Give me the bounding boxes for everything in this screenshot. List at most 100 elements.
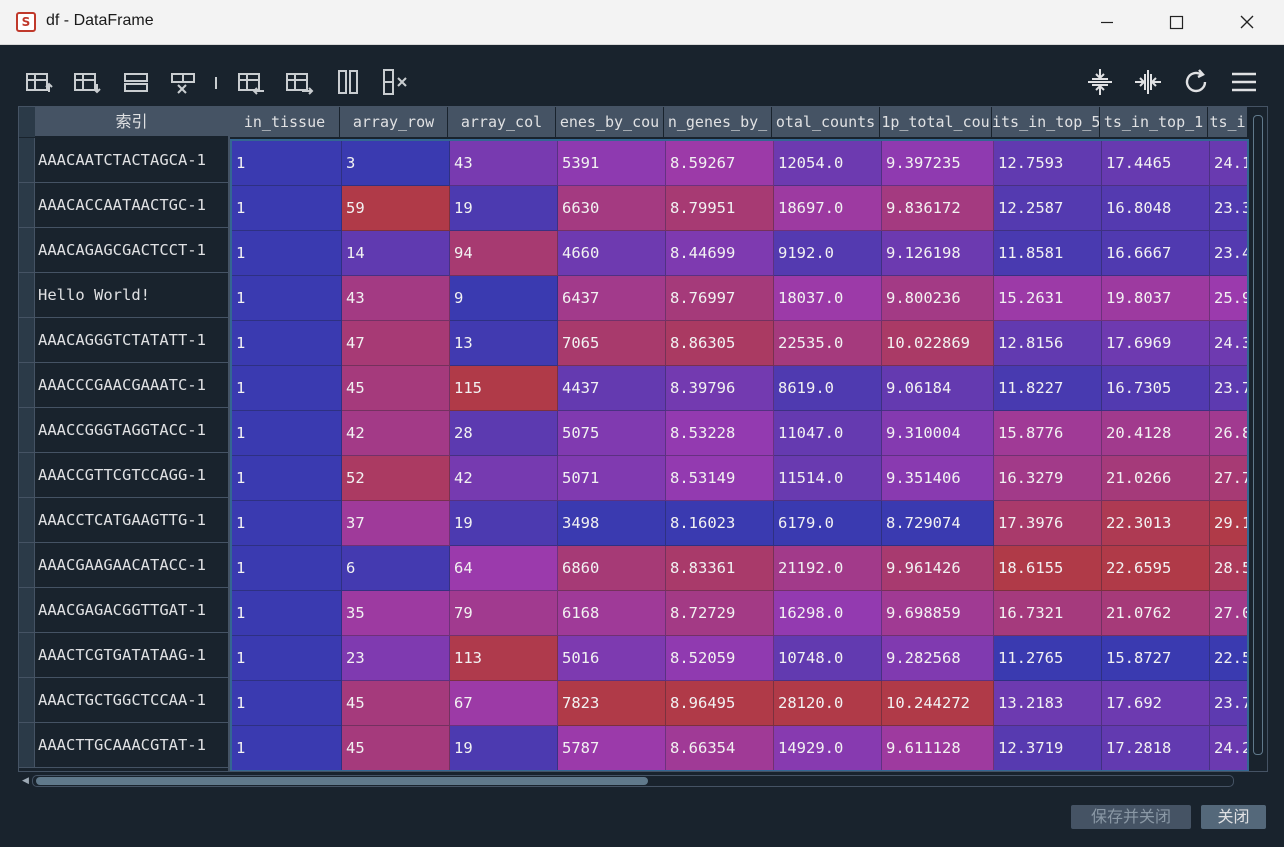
- table-cell[interactable]: 1: [232, 276, 342, 321]
- table-cell[interactable]: 8.16023: [666, 501, 774, 546]
- index-row[interactable]: AAACCGGGTAGGTACC-1: [19, 408, 228, 453]
- table-cell[interactable]: 47: [342, 321, 450, 366]
- table-cell[interactable]: 27.0: [1210, 591, 1247, 636]
- table-cell[interactable]: 45: [342, 726, 450, 770]
- column-header[interactable]: in_tissue: [230, 107, 340, 137]
- table-cell[interactable]: 6860: [558, 546, 666, 591]
- table-cell[interactable]: 113: [450, 636, 558, 681]
- table-cell[interactable]: 8.53228: [666, 411, 774, 456]
- table-cell[interactable]: 1: [232, 546, 342, 591]
- delete-row-icon[interactable]: [168, 66, 200, 98]
- table-cell[interactable]: 11.8227: [994, 366, 1102, 411]
- table-cell[interactable]: 12.3719: [994, 726, 1102, 770]
- table-cell[interactable]: 6437: [558, 276, 666, 321]
- index-row[interactable]: AAACTCGTGATATAAG-1: [19, 633, 228, 678]
- table-cell[interactable]: 9.351406: [882, 456, 994, 501]
- index-row[interactable]: AAACTTGCAAACGTAT-1: [19, 723, 228, 768]
- table-cell[interactable]: 8.53149: [666, 456, 774, 501]
- table-cell[interactable]: 24.3: [1210, 321, 1247, 366]
- table-cell[interactable]: 1: [232, 231, 342, 276]
- table-cell[interactable]: 9.836172: [882, 186, 994, 231]
- index-row[interactable]: AAACTGCTGGCTCCAA-1: [19, 678, 228, 723]
- table-cell[interactable]: 35: [342, 591, 450, 636]
- table-cell[interactable]: 8.52059: [666, 636, 774, 681]
- column-header[interactable]: array_row: [340, 107, 448, 137]
- column-header[interactable]: otal_counts: [772, 107, 880, 137]
- horizontal-scrollbar[interactable]: ◀: [18, 772, 1268, 790]
- table-cell[interactable]: 19.8037: [1102, 276, 1210, 321]
- table-cell[interactable]: 10.244272: [882, 681, 994, 726]
- table-cell[interactable]: 9.282568: [882, 636, 994, 681]
- table-cell[interactable]: 25.9: [1210, 276, 1247, 321]
- index-row[interactable]: AAACACCAATAACTGC-1: [19, 183, 228, 228]
- index-row[interactable]: AAACAGAGCGACTCCT-1: [19, 228, 228, 273]
- table-cell[interactable]: 15.2631: [994, 276, 1102, 321]
- table-cell[interactable]: 17.2818: [1102, 726, 1210, 770]
- table-cell[interactable]: 1: [232, 681, 342, 726]
- table-cell[interactable]: 23.7: [1210, 681, 1247, 726]
- index-row[interactable]: AAACAATCTACTAGCA-1: [19, 138, 228, 183]
- table-cell[interactable]: 20.4128: [1102, 411, 1210, 456]
- table-cell[interactable]: 11047.0: [774, 411, 882, 456]
- close-button[interactable]: [1212, 0, 1282, 45]
- table-cell[interactable]: 8.86305: [666, 321, 774, 366]
- insert-row-above-icon[interactable]: [24, 66, 56, 98]
- table-cell[interactable]: 9192.0: [774, 231, 882, 276]
- table-cell[interactable]: 22535.0: [774, 321, 882, 366]
- table-cell[interactable]: 64: [450, 546, 558, 591]
- table-cell[interactable]: 1: [232, 456, 342, 501]
- table-cell[interactable]: 9.698859: [882, 591, 994, 636]
- table-cell[interactable]: 67: [450, 681, 558, 726]
- table-cell[interactable]: 9.397235: [882, 141, 994, 186]
- table-cell[interactable]: 79: [450, 591, 558, 636]
- horizontal-scrollbar-handle[interactable]: [36, 777, 648, 785]
- table-cell[interactable]: 28120.0: [774, 681, 882, 726]
- table-cell[interactable]: 21.0266: [1102, 456, 1210, 501]
- table-cell[interactable]: 5075: [558, 411, 666, 456]
- table-cell[interactable]: 1: [232, 141, 342, 186]
- table-cell[interactable]: 16.3279: [994, 456, 1102, 501]
- table-cell[interactable]: 11.8581: [994, 231, 1102, 276]
- table-cell[interactable]: 45: [342, 366, 450, 411]
- index-row[interactable]: AAACGAGACGGTTGAT-1: [19, 588, 228, 633]
- table-cell[interactable]: 1: [232, 366, 342, 411]
- table-cell[interactable]: 23.7: [1210, 366, 1247, 411]
- insert-column-right-icon[interactable]: [284, 66, 316, 98]
- table-cell[interactable]: 7065: [558, 321, 666, 366]
- table-cell[interactable]: 8.44699: [666, 231, 774, 276]
- table-cell[interactable]: 42: [342, 411, 450, 456]
- table-cell[interactable]: 8.66354: [666, 726, 774, 770]
- column-header[interactable]: n_genes_by_: [664, 107, 772, 137]
- column-header[interactable]: 1p_total_cou: [880, 107, 992, 137]
- index-row[interactable]: AAACCTCATGAAGTTG-1: [19, 498, 228, 543]
- table-cell[interactable]: 4660: [558, 231, 666, 276]
- table-cell[interactable]: 16298.0: [774, 591, 882, 636]
- table-cell[interactable]: 1: [232, 591, 342, 636]
- table-cell[interactable]: 8.72729: [666, 591, 774, 636]
- table-cell[interactable]: 8.76997: [666, 276, 774, 321]
- table-cell[interactable]: 23.3: [1210, 186, 1247, 231]
- table-cell[interactable]: 22.5: [1210, 636, 1247, 681]
- table-cell[interactable]: 37: [342, 501, 450, 546]
- maximize-button[interactable]: [1142, 0, 1212, 45]
- table-cell[interactable]: 19: [450, 726, 558, 770]
- columns-icon[interactable]: [332, 66, 364, 98]
- index-header[interactable]: 索引: [19, 107, 228, 137]
- refresh-icon[interactable]: [1180, 66, 1212, 98]
- table-cell[interactable]: 8.729074: [882, 501, 994, 546]
- index-row[interactable]: AAACAGGGTCTATATT-1: [19, 318, 228, 363]
- table-cell[interactable]: 8.83361: [666, 546, 774, 591]
- table-cell[interactable]: 12.8156: [994, 321, 1102, 366]
- table-cell[interactable]: 22.6595: [1102, 546, 1210, 591]
- column-header[interactable]: ts_i: [1208, 107, 1248, 137]
- table-cell[interactable]: 23.4: [1210, 231, 1247, 276]
- table-cell[interactable]: 16.7321: [994, 591, 1102, 636]
- table-cell[interactable]: 26.8: [1210, 411, 1247, 456]
- table-cell[interactable]: 13.2183: [994, 681, 1102, 726]
- column-header[interactable]: array_col: [448, 107, 556, 137]
- table-cell[interactable]: 22.3013: [1102, 501, 1210, 546]
- table-cell[interactable]: 9: [450, 276, 558, 321]
- table-cell[interactable]: 24.2: [1210, 726, 1247, 770]
- table-cell[interactable]: 6179.0: [774, 501, 882, 546]
- table-cell[interactable]: 10.022869: [882, 321, 994, 366]
